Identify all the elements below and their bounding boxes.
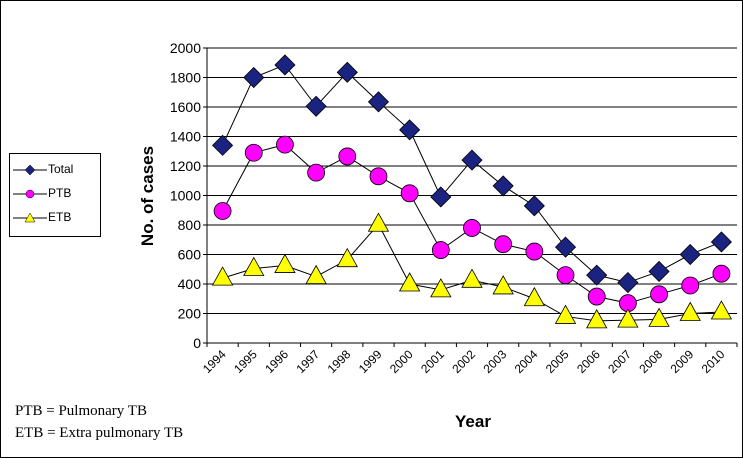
- data-point-ptb: [525, 242, 544, 261]
- data-point-etb: [336, 247, 358, 268]
- note-ptb: PTB = Pulmonary TB: [15, 403, 147, 419]
- data-point-ptb: [650, 285, 668, 304]
- legend-label-ptb: PTB: [48, 186, 72, 200]
- x-tick-label: 2008: [636, 347, 665, 376]
- y-tick-label: 600: [178, 247, 202, 263]
- x-tick-label: 1999: [356, 347, 385, 376]
- x-tick-label: 2006: [574, 347, 603, 376]
- legend-item-ptb: PTB: [10, 184, 100, 204]
- data-point-etb: [430, 278, 452, 298]
- data-point-total: [461, 149, 483, 171]
- x-tick-label: 2009: [668, 347, 697, 376]
- data-point-etb: [492, 275, 514, 295]
- y-tick-label: 200: [178, 306, 202, 322]
- series-line-total: [222, 64, 722, 284]
- triangle-marker-icon: [13, 212, 47, 223]
- data-point-total: [523, 195, 545, 217]
- x-tick-label: 2002: [449, 347, 478, 376]
- y-tick-label: 0: [193, 335, 201, 351]
- data-point-ptb: [400, 184, 419, 203]
- diamond-marker-icon: [13, 164, 47, 176]
- y-tick-label: 1600: [170, 99, 201, 115]
- data-point-etb: [710, 300, 733, 320]
- x-tick-label: 2003: [481, 347, 510, 376]
- data-point-total: [243, 66, 265, 89]
- y-tick-label: 2000: [170, 40, 201, 56]
- data-point-ptb: [494, 235, 513, 254]
- data-point-etb: [274, 253, 296, 273]
- data-point-ptb: [276, 135, 294, 154]
- x-tick-label: 2004: [512, 347, 541, 376]
- x-tick-label: 2007: [605, 347, 634, 376]
- data-point-etb: [617, 308, 639, 328]
- data-point-ptb: [556, 266, 575, 285]
- data-point-total: [367, 91, 390, 113]
- data-point-ptb: [369, 167, 388, 186]
- data-point-total: [430, 186, 452, 208]
- y-tick-label: 1400: [170, 129, 201, 145]
- data-point-ptb: [431, 241, 450, 259]
- data-point-etb: [523, 286, 546, 307]
- y-tick-label: 1800: [170, 70, 201, 86]
- data-point-ptb: [307, 163, 326, 182]
- data-point-ptb: [244, 143, 263, 162]
- x-tick-label: 1996: [262, 347, 291, 376]
- data-point-etb: [461, 268, 483, 288]
- data-point-etb: [648, 307, 670, 327]
- data-point-total: [617, 271, 639, 294]
- x-tick-label: 2010: [699, 347, 728, 376]
- legend-item-etb: ETB: [10, 208, 100, 228]
- legend-label-etb: ETB: [48, 210, 72, 224]
- data-point-etb: [586, 309, 608, 329]
- data-point-etb: [398, 272, 421, 292]
- x-tick-label: 1997: [293, 347, 322, 376]
- note-etb: ETB = Extra pulmonary TB: [15, 425, 184, 441]
- data-point-etb: [679, 301, 701, 321]
- y-tick-label: 400: [178, 276, 202, 292]
- data-point-ptb: [712, 264, 731, 283]
- data-point-etb: [367, 212, 390, 232]
- y-tick-label: 800: [178, 217, 202, 233]
- legend-item-total: Total: [10, 160, 100, 180]
- data-point-etb: [243, 256, 265, 276]
- data-point-etb: [211, 266, 234, 286]
- data-point-ptb: [681, 276, 700, 295]
- data-point-etb: [554, 304, 577, 324]
- y-tick-label: 1200: [170, 158, 201, 174]
- x-tick-label: 2005: [543, 347, 572, 376]
- x-tick-label: 1995: [231, 347, 260, 376]
- data-point-total: [710, 231, 732, 253]
- data-point-total: [305, 95, 327, 117]
- y-axis-label: No. of cases: [138, 146, 157, 246]
- data-point-total: [554, 236, 577, 258]
- data-point-ptb: [338, 147, 357, 166]
- data-point-total: [212, 134, 234, 156]
- x-tick-label: 2001: [418, 347, 447, 376]
- data-point-ptb: [587, 287, 606, 306]
- data-point-total: [336, 61, 358, 83]
- data-point-etb: [305, 264, 327, 285]
- x-axis-label: Year: [455, 412, 491, 431]
- data-point-total: [492, 175, 514, 197]
- x-tick-label: 2000: [387, 347, 416, 376]
- data-point-total: [586, 264, 608, 286]
- data-point-ptb: [213, 202, 232, 220]
- data-point-ptb: [463, 219, 481, 237]
- x-tick-label: 1994: [200, 347, 229, 376]
- legend: Total PTB ETB: [9, 153, 101, 237]
- y-tick-label: 1000: [170, 188, 201, 204]
- circle-marker-icon: [13, 189, 47, 199]
- legend-label-total: Total: [48, 162, 74, 176]
- data-point-total: [648, 260, 670, 283]
- data-point-total: [679, 243, 701, 266]
- data-point-total: [399, 119, 421, 141]
- data-point-total: [274, 54, 296, 76]
- x-tick-label: 1998: [325, 347, 354, 376]
